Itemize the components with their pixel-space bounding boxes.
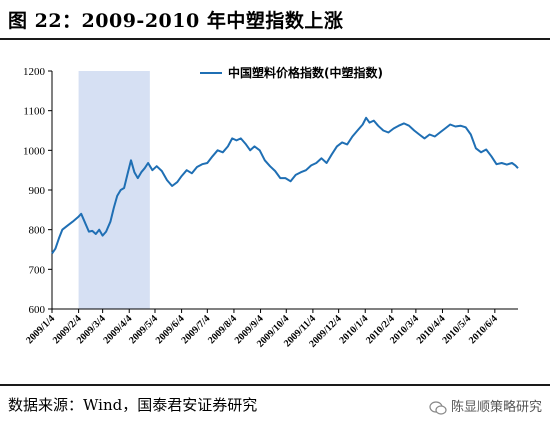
y-tick-label: 700	[29, 264, 46, 276]
x-tick-label: 2010/5/4	[440, 313, 473, 346]
shaded-period	[78, 71, 150, 309]
y-tick-label: 1200	[23, 66, 46, 78]
top-rule	[0, 38, 550, 40]
y-tick-label: 1000	[23, 145, 46, 157]
y-tick-label: 800	[29, 225, 46, 237]
figure-title: 图 22：2009-2010 年中塑指数上涨	[8, 10, 344, 32]
x-tick-label: 2009/8/4	[206, 313, 239, 346]
y-tick-label: 1100	[23, 106, 45, 118]
y-tick-label: 900	[29, 185, 46, 197]
y-tick-label: 600	[29, 304, 46, 316]
x-tick-label: 2009/5/4	[127, 313, 160, 346]
wechat-icon	[429, 400, 447, 415]
watermark-text: 陈显顺策略研究	[450, 400, 542, 415]
legend-label: 中国塑料价格指数(中塑指数)	[228, 65, 383, 80]
series-line	[51, 116, 519, 255]
x-tick-label: 2010/6/4	[467, 313, 500, 346]
bottom-rule	[0, 384, 550, 386]
x-tick-label: 2009/1/4	[24, 313, 57, 346]
line-chart: 6007008009001000110012002009/1/42009/2/4…	[23, 65, 519, 350]
data-source-note: 数据来源：Wind，国泰君安证券研究	[8, 396, 258, 414]
watermark: 陈显顺策略研究	[429, 396, 542, 415]
x-tick-label: 2009/7/4	[180, 313, 213, 346]
x-tick-label: 2010/1/4	[337, 313, 370, 346]
